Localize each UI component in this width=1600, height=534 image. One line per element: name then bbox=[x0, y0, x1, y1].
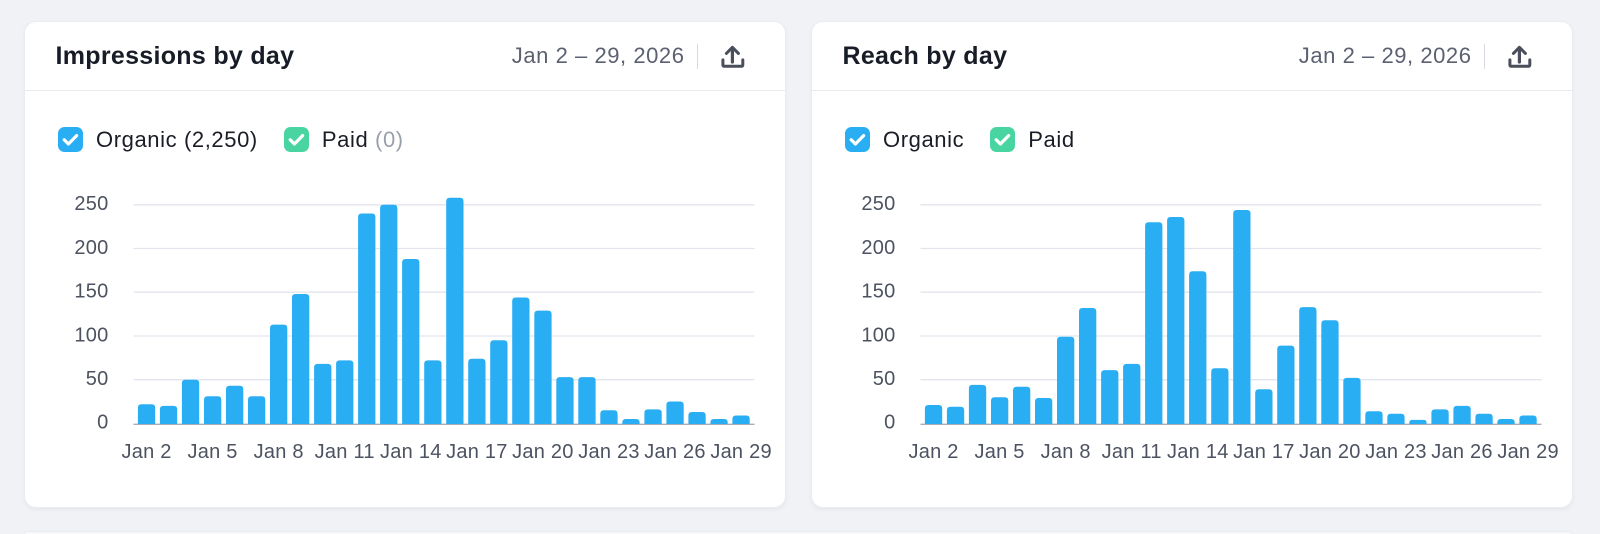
svg-text:0: 0 bbox=[884, 412, 895, 434]
svg-text:250: 250 bbox=[861, 193, 895, 215]
svg-text:Jan 2: Jan 2 bbox=[909, 441, 959, 463]
svg-text:Jan 17: Jan 17 bbox=[446, 441, 508, 463]
svg-text:200: 200 bbox=[74, 237, 108, 259]
svg-text:150: 150 bbox=[861, 281, 895, 303]
svg-text:Jan 20: Jan 20 bbox=[1299, 441, 1361, 463]
svg-text:150: 150 bbox=[74, 281, 108, 303]
svg-text:Jan 26: Jan 26 bbox=[1431, 441, 1493, 463]
svg-text:100: 100 bbox=[74, 324, 108, 346]
svg-text:Jan 29: Jan 29 bbox=[1497, 441, 1559, 463]
svg-text:Jan 17: Jan 17 bbox=[1233, 441, 1295, 463]
svg-text:Jan 29: Jan 29 bbox=[710, 441, 772, 463]
svg-text:50: 50 bbox=[873, 368, 896, 390]
svg-text:Jan 5: Jan 5 bbox=[975, 441, 1025, 463]
svg-text:100: 100 bbox=[861, 324, 895, 346]
svg-text:Jan 11: Jan 11 bbox=[315, 441, 375, 463]
svg-text:250: 250 bbox=[74, 193, 108, 215]
svg-text:Jan 11: Jan 11 bbox=[1102, 441, 1162, 463]
svg-text:Jan 14: Jan 14 bbox=[380, 441, 442, 463]
svg-text:Jan 14: Jan 14 bbox=[1167, 441, 1229, 463]
svg-text:0: 0 bbox=[97, 412, 108, 434]
svg-text:Jan 23: Jan 23 bbox=[578, 441, 640, 463]
svg-text:50: 50 bbox=[86, 368, 109, 390]
svg-text:Jan 20: Jan 20 bbox=[512, 441, 574, 463]
svg-text:Jan 5: Jan 5 bbox=[188, 441, 238, 463]
svg-text:Jan 8: Jan 8 bbox=[254, 441, 304, 463]
svg-text:Jan 2: Jan 2 bbox=[122, 441, 172, 463]
svg-text:Jan 8: Jan 8 bbox=[1041, 441, 1091, 463]
svg-text:Jan 26: Jan 26 bbox=[644, 441, 706, 463]
svg-text:Jan 23: Jan 23 bbox=[1365, 441, 1427, 463]
svg-text:200: 200 bbox=[861, 237, 895, 259]
